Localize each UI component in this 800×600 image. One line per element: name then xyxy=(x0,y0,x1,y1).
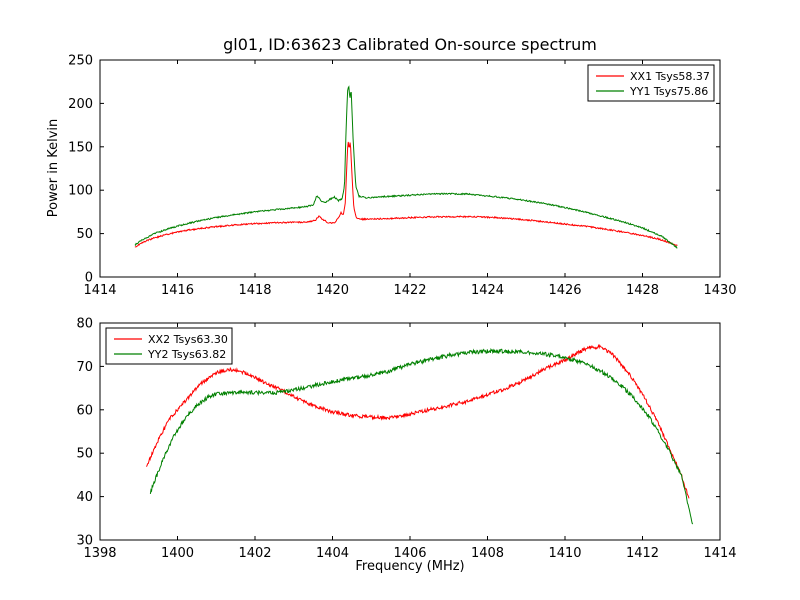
x-tick-label: 1430 xyxy=(703,283,736,298)
x-tick-label: 1414 xyxy=(83,283,116,298)
x-tick-label: 1400 xyxy=(161,546,194,561)
x-tick-label: 1416 xyxy=(161,283,194,298)
x-axis-label: Frequency (MHz) xyxy=(355,559,464,574)
x-tick-label: 1414 xyxy=(703,546,736,561)
y-axis-label: Power in Kelvin xyxy=(46,119,61,217)
legend-label: YY1 Tsys75.86 xyxy=(629,85,708,98)
x-tick-label: 1398 xyxy=(83,546,116,561)
legend-box xyxy=(105,327,233,365)
legend-label: YY2 Tsys63.82 xyxy=(147,348,226,361)
legend-label: XX1 Tsys58.37 xyxy=(630,70,710,83)
x-tick-label: 1426 xyxy=(548,283,581,298)
y-tick-label: 50 xyxy=(76,227,93,242)
x-tick-label: 1412 xyxy=(626,546,659,561)
series-line-xx1 xyxy=(134,141,678,248)
series-line-xx2 xyxy=(146,343,690,499)
legend-box xyxy=(587,64,715,102)
series-line-yy1 xyxy=(134,85,678,249)
y-tick-label: 70 xyxy=(76,360,93,375)
y-tick-label: 50 xyxy=(76,447,93,462)
x-tick-label: 1406 xyxy=(393,546,426,561)
y-tick-label: 0 xyxy=(85,271,93,286)
x-tick-label: 1404 xyxy=(316,546,349,561)
y-tick-label: 40 xyxy=(76,490,93,505)
x-tick-label: 1402 xyxy=(238,546,271,561)
series-line-yy2 xyxy=(149,347,694,525)
plots-group: 1414 1416 1418 1420 1422 1424 1426 1428 14300501… xyxy=(68,54,736,562)
legend: XX1 Tsys58.37 YY1 Tsys75.86 xyxy=(587,64,715,102)
y-tick-label: 30 xyxy=(76,534,93,549)
x-tick-label: 1428 xyxy=(626,283,659,298)
legend-label: XX2 Tsys63.30 xyxy=(148,333,228,346)
y-tick-label: 60 xyxy=(76,403,93,418)
y-tick-label: 200 xyxy=(68,97,93,112)
x-tick-label: 1420 xyxy=(316,283,349,298)
figure-title: gl01, ID:63623 Calibrated On-source spec… xyxy=(223,35,597,54)
top-subplot: 1414 1416 1418 1420 1422 1424 1426 1428 1430 0 50 1… xyxy=(68,54,736,299)
plot-frame xyxy=(99,59,721,278)
bottom-subplot: 1398 1400 1402 1404 1406 1408 1410 1412 1414 30 40… xyxy=(76,317,736,562)
x-tick-label: 1424 xyxy=(471,283,504,298)
x-tick-label: 1418 xyxy=(238,283,271,298)
plot-frame xyxy=(99,322,721,541)
y-tick-label: 250 xyxy=(68,54,93,69)
x-tick-label: 1410 xyxy=(548,546,581,561)
x-tick-label: 1408 xyxy=(471,546,504,561)
x-tick-label: 1422 xyxy=(393,283,426,298)
y-tick-label: 100 xyxy=(68,184,93,199)
y-tick-label: 80 xyxy=(76,317,93,332)
y-tick-label: 150 xyxy=(68,140,93,155)
legend: XX2 Tsys63.30 YY2 Tsys63.82 xyxy=(105,327,233,365)
